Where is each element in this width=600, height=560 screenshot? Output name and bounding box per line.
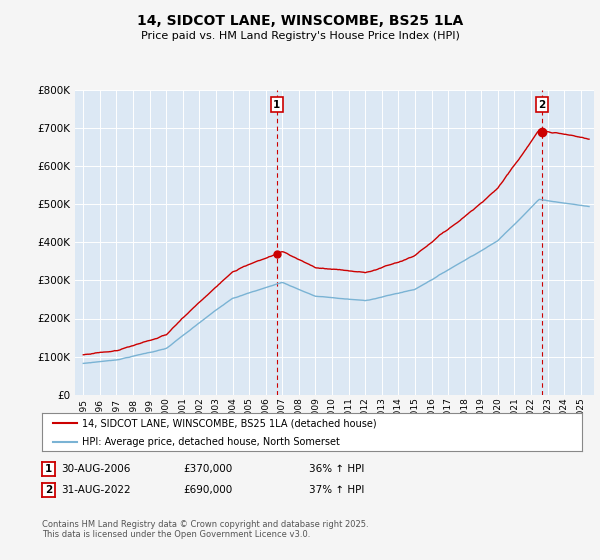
Text: 2: 2 [538, 100, 546, 110]
Text: HPI: Average price, detached house, North Somerset: HPI: Average price, detached house, Nort… [83, 437, 340, 447]
Text: Price paid vs. HM Land Registry's House Price Index (HPI): Price paid vs. HM Land Registry's House … [140, 31, 460, 41]
Text: 2: 2 [45, 486, 52, 495]
Text: 1: 1 [45, 464, 52, 474]
Text: 14, SIDCOT LANE, WINSCOMBE, BS25 1LA (detached house): 14, SIDCOT LANE, WINSCOMBE, BS25 1LA (de… [83, 418, 377, 428]
Text: 36% ↑ HPI: 36% ↑ HPI [309, 464, 364, 474]
Text: Contains HM Land Registry data © Crown copyright and database right 2025.
This d: Contains HM Land Registry data © Crown c… [42, 520, 368, 539]
Text: 37% ↑ HPI: 37% ↑ HPI [309, 485, 364, 495]
Text: 1: 1 [273, 100, 280, 110]
Text: £370,000: £370,000 [183, 464, 232, 474]
Text: £690,000: £690,000 [183, 485, 232, 495]
Text: 31-AUG-2022: 31-AUG-2022 [61, 485, 131, 495]
Text: 14, SIDCOT LANE, WINSCOMBE, BS25 1LA: 14, SIDCOT LANE, WINSCOMBE, BS25 1LA [137, 14, 463, 28]
Text: 30-AUG-2006: 30-AUG-2006 [61, 464, 131, 474]
